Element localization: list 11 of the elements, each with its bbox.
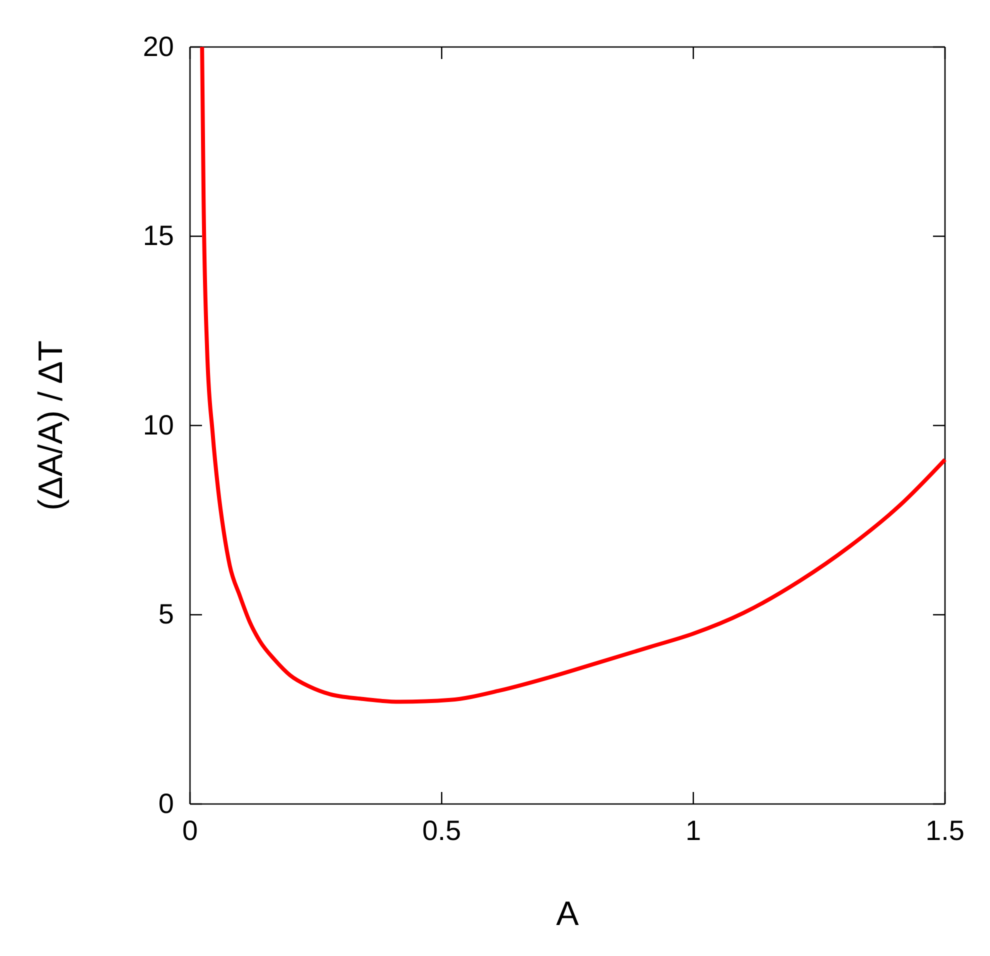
x-tick-label: 0 xyxy=(182,814,198,846)
y-tick-label: 15 xyxy=(142,220,174,252)
x-tick-label: 1.5 xyxy=(926,814,964,846)
x-tick-label: 0.5 xyxy=(422,814,462,846)
y-tick-label: 10 xyxy=(142,409,174,440)
x-axis-title: A xyxy=(556,895,580,933)
y-axis-title: (ΔA/A) / ΔT xyxy=(32,340,70,511)
x-tick-label: 1 xyxy=(686,814,702,846)
y-tick-label: 0 xyxy=(158,788,174,819)
y-tick-label: 20 xyxy=(142,30,174,62)
y-tick-label: 5 xyxy=(158,598,174,630)
